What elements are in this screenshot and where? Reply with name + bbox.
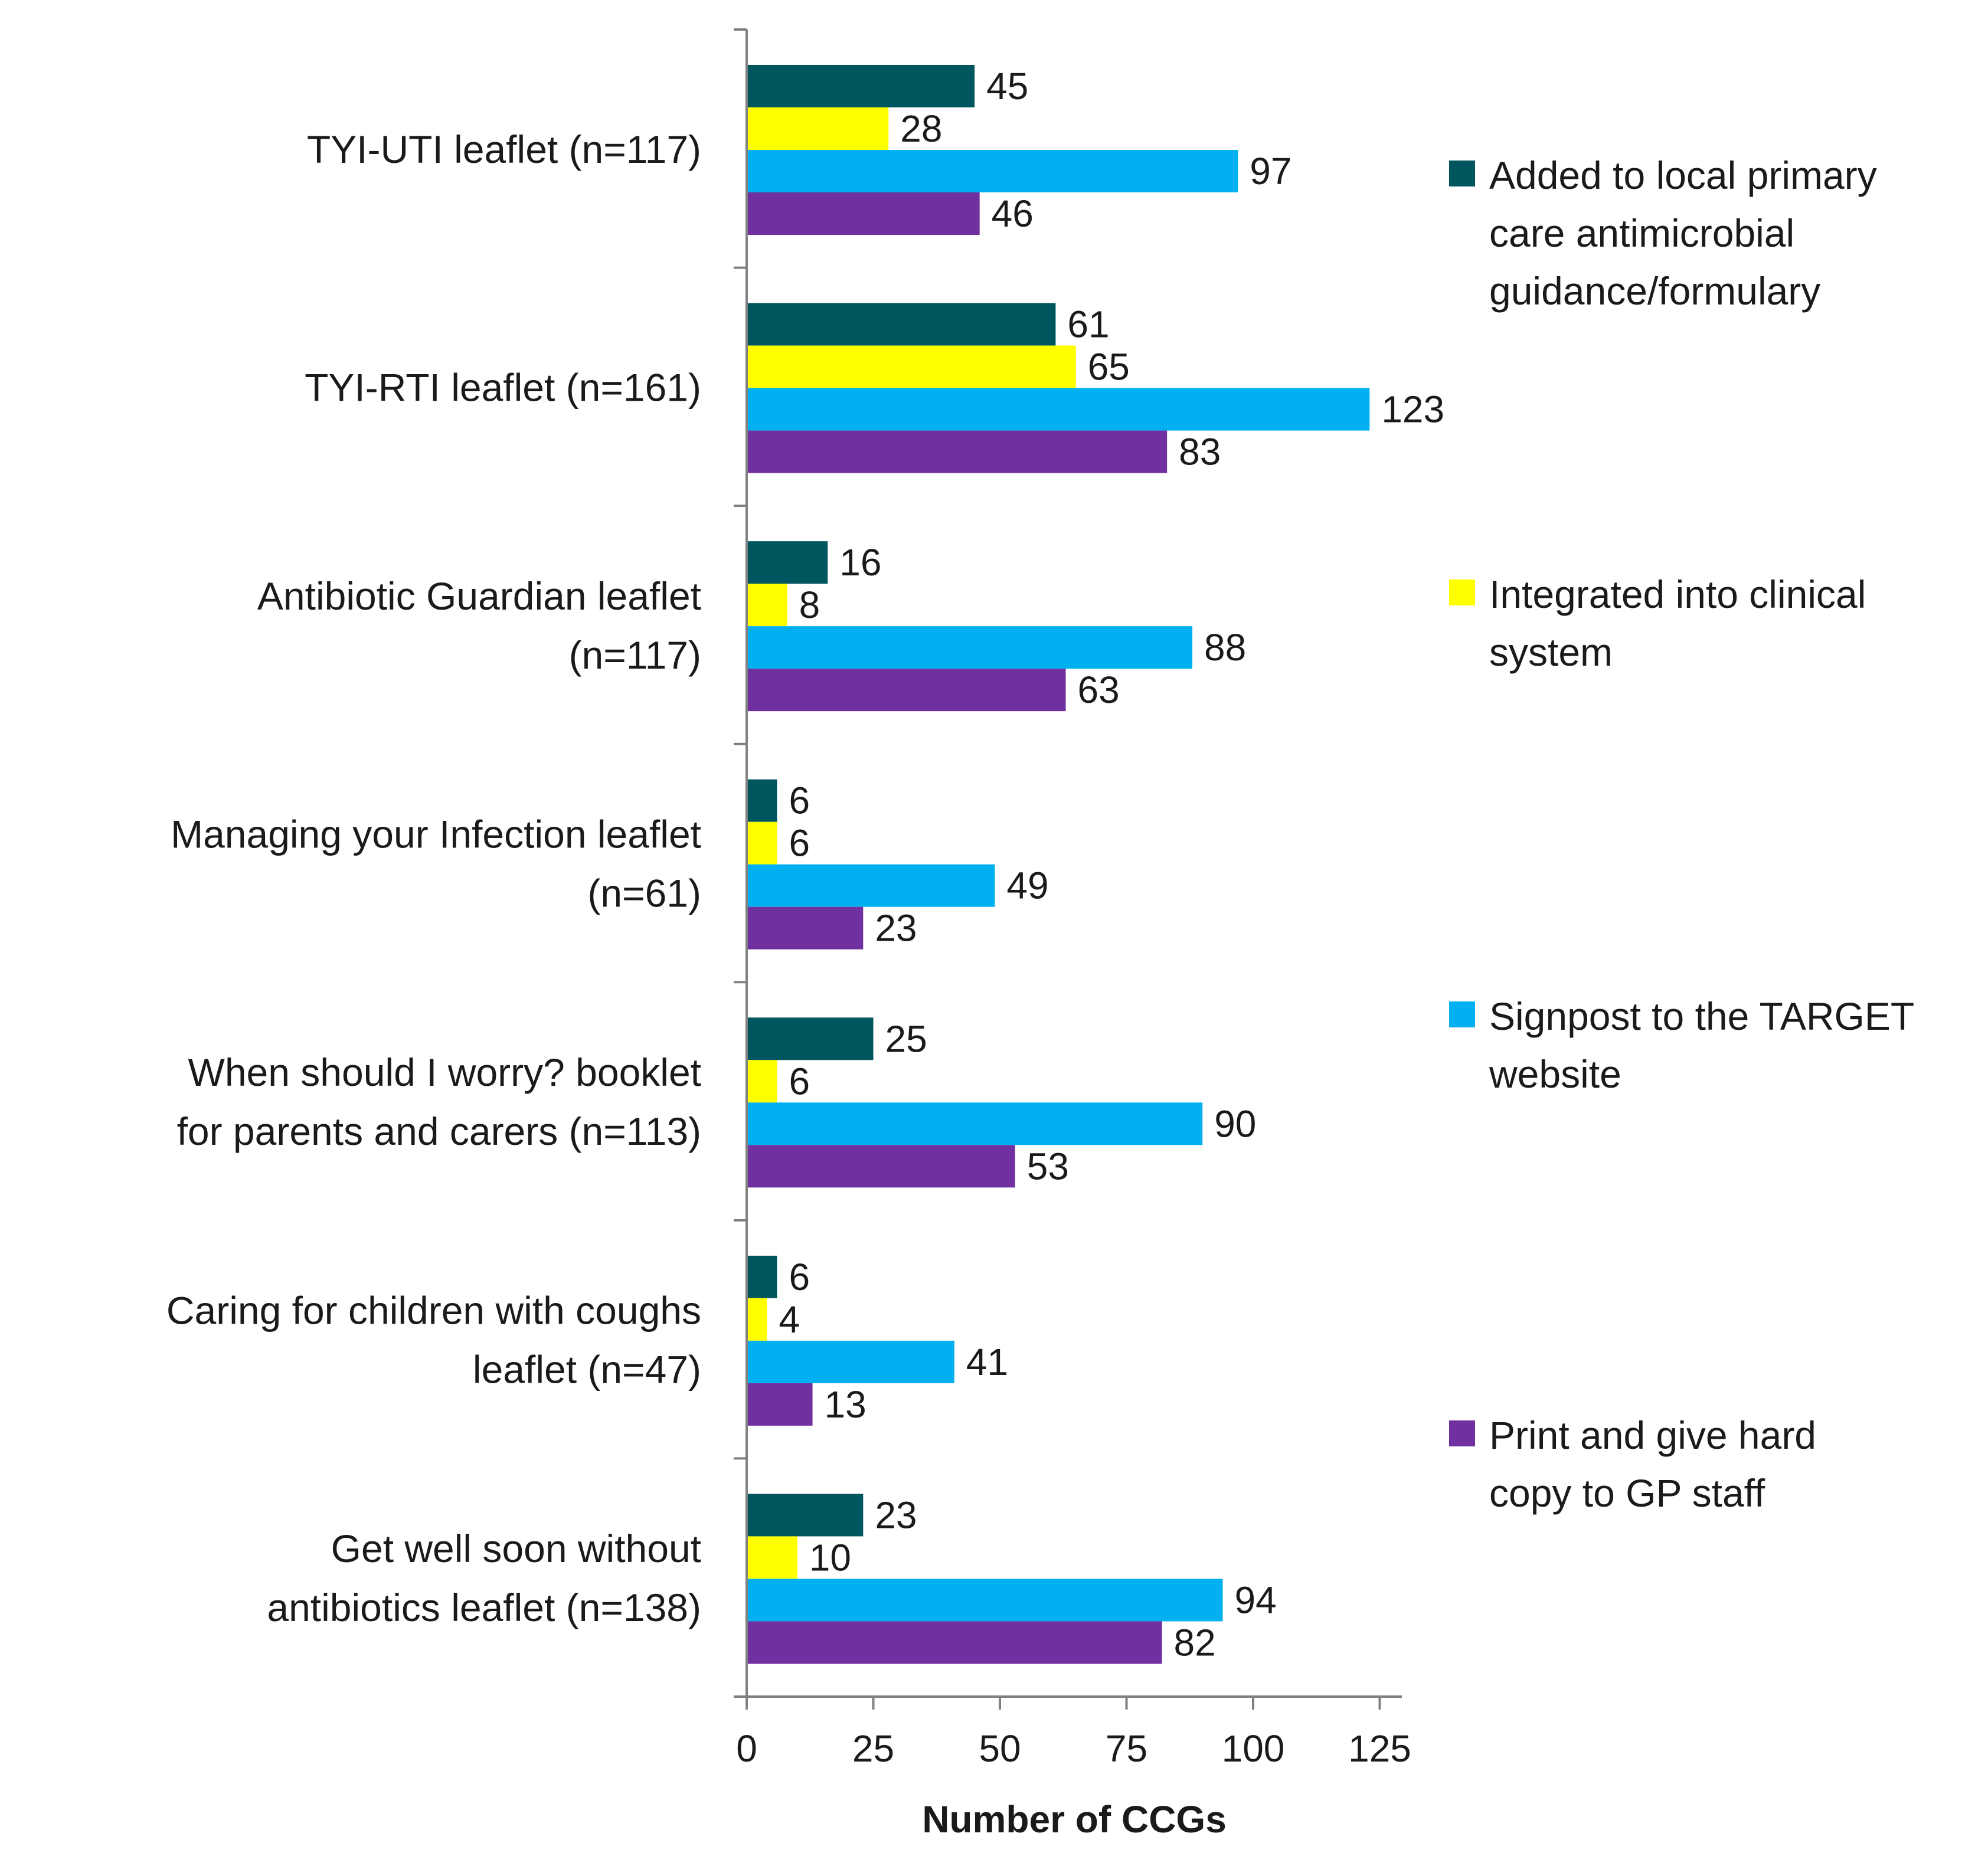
- category-label: Caring for children with coughs: [166, 1289, 701, 1333]
- bar: [747, 541, 828, 584]
- legend-label: website: [1489, 1052, 1621, 1096]
- bar: [747, 906, 864, 950]
- data-label: 13: [825, 1383, 867, 1426]
- bar: [747, 192, 980, 235]
- category-label: Managing your Infection leaflet: [171, 813, 701, 856]
- legend-label: Print and give hard: [1489, 1413, 1816, 1457]
- bar: [747, 1017, 874, 1060]
- category-label: for parents and carers (n=113): [177, 1109, 701, 1153]
- data-label: 53: [1027, 1145, 1069, 1187]
- bar: [747, 821, 777, 865]
- axes-group: 0 25 50 75 100 125 Number of CCGs: [734, 28, 1411, 1841]
- bar: [747, 1494, 864, 1537]
- data-label: 6: [789, 1256, 810, 1298]
- data-label: 41: [966, 1341, 1008, 1383]
- legend: Added to local primary care antimicrobial…: [1449, 153, 1914, 1515]
- legend-swatch: [1449, 1420, 1475, 1446]
- bar: [747, 388, 1370, 431]
- data-label: 10: [809, 1536, 851, 1579]
- bar: [747, 864, 995, 907]
- data-label: 6: [789, 822, 810, 865]
- data-label: 6: [789, 780, 810, 822]
- category-label: Antibiotic Guardian leaflet: [257, 574, 701, 618]
- bar: [747, 626, 1193, 669]
- bar: [747, 345, 1076, 388]
- data-label: 6: [789, 1060, 810, 1102]
- x-tick-label: 25: [852, 1727, 894, 1770]
- data-label: 65: [1088, 346, 1130, 388]
- legend-label: copy to GP staff: [1489, 1471, 1765, 1515]
- data-label: 28: [900, 107, 942, 150]
- bar: [747, 1145, 1015, 1188]
- bar: [747, 1060, 777, 1103]
- category-label: leaflet (n=47): [473, 1348, 701, 1392]
- data-label: 23: [875, 1494, 917, 1536]
- x-tick-label: 0: [736, 1727, 757, 1770]
- data-label: 82: [1174, 1621, 1216, 1664]
- bar: [747, 669, 1066, 712]
- data-label: 16: [839, 541, 881, 584]
- data-label: 90: [1214, 1102, 1256, 1145]
- category-label: TYI-RTI leaflet (n=161): [305, 365, 701, 409]
- bar: [747, 1298, 767, 1341]
- legend-swatch: [1449, 1001, 1475, 1027]
- bar: [747, 65, 975, 107]
- data-label: 8: [799, 584, 820, 626]
- bars-group: [747, 65, 1370, 1664]
- bar: [747, 430, 1168, 473]
- category-label: When should I worry? booklet: [188, 1050, 701, 1094]
- data-label: 97: [1250, 150, 1291, 192]
- data-label: 63: [1078, 669, 1120, 711]
- data-label: 88: [1204, 626, 1246, 669]
- x-axis-title: Number of CCGs: [922, 1798, 1227, 1841]
- category-label: (n=117): [569, 633, 701, 677]
- bar: [747, 1340, 954, 1383]
- legend-label: Added to local primary: [1489, 153, 1877, 197]
- legend-label: Signpost to the TARGET: [1489, 994, 1914, 1038]
- bar: [747, 1579, 1223, 1622]
- data-label: 23: [875, 907, 917, 950]
- category-label: TYI-UTI leaflet (n=117): [307, 127, 701, 171]
- legend-swatch: [1449, 161, 1475, 186]
- data-label: 123: [1381, 388, 1444, 431]
- legend-label: system: [1489, 630, 1613, 674]
- bar: [747, 584, 787, 627]
- legend-swatch: [1449, 580, 1475, 605]
- legend-label: Integrated into clinical: [1489, 572, 1866, 616]
- data-label: 25: [885, 1017, 927, 1060]
- legend-label: care antimicrobial: [1489, 211, 1794, 255]
- bar: [747, 1536, 797, 1579]
- data-label: 83: [1179, 431, 1221, 473]
- category-labels-group: TYI-UTI leaflet (n=117) TYI-RTI leaflet (…: [166, 127, 701, 1629]
- legend-label: guidance/formulary: [1489, 269, 1820, 313]
- data-label: 61: [1067, 303, 1109, 346]
- data-label: 49: [1006, 865, 1048, 907]
- data-label: 94: [1235, 1579, 1277, 1621]
- category-label: (n=61): [587, 872, 701, 915]
- bar: [747, 107, 889, 150]
- x-tick-label: 75: [1106, 1727, 1147, 1770]
- bar: [747, 303, 1056, 346]
- bar: [747, 1383, 813, 1426]
- bar: [747, 1621, 1162, 1664]
- x-tick-label: 50: [979, 1727, 1021, 1770]
- bar: [747, 1102, 1203, 1145]
- bar: [747, 779, 777, 822]
- bar: [747, 1255, 777, 1298]
- category-label: Get well soon without: [331, 1527, 701, 1570]
- bar: [747, 150, 1238, 192]
- category-label: antibiotics leaflet (n=138): [267, 1586, 701, 1629]
- data-labels-group: 4528974661651238316888636649232569053644…: [779, 65, 1444, 1664]
- data-label: 4: [779, 1298, 800, 1341]
- x-tick-label: 100: [1222, 1727, 1285, 1770]
- data-label: 45: [986, 65, 1028, 107]
- x-tick-label: 125: [1348, 1727, 1411, 1770]
- data-label: 46: [992, 192, 1034, 235]
